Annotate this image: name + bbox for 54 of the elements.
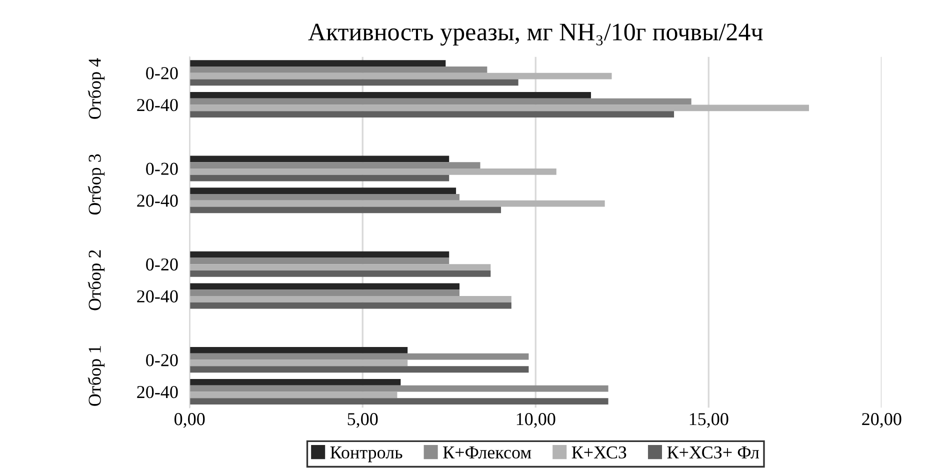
y-tick-label: 20-40: [137, 386, 178, 398]
bar: [190, 206, 502, 214]
text: Отбор 3: [88, 154, 105, 215]
bar: [190, 270, 491, 277]
bar: [190, 104, 809, 112]
bar: [190, 156, 450, 162]
y-tick-label: 20-40: [137, 194, 178, 207]
x-tick-label: 20,00: [862, 413, 902, 428]
bar: [190, 92, 591, 98]
bar: [190, 168, 556, 175]
bar: [190, 360, 408, 366]
bar: [190, 353, 529, 360]
text: Отбор 2: [88, 250, 105, 310]
legend-label: Контроль: [330, 446, 402, 462]
bar: [190, 378, 401, 386]
chart-title: Активность уреазы, мг NH₃/10г почвы/24ч: [308, 24, 763, 46]
bar: [190, 283, 460, 290]
bar: [190, 162, 480, 168]
bar: [190, 385, 608, 392]
y-tick-label: 0-20: [146, 162, 178, 175]
bar: [190, 111, 674, 118]
bar: [190, 347, 408, 354]
text: Отбор 1: [88, 346, 105, 406]
bar: [190, 302, 512, 309]
y-tick-label: 0-20: [146, 258, 178, 271]
bar: [190, 72, 612, 80]
x-tick-label: 0,00: [174, 413, 205, 428]
x-tick-label: 15,00: [690, 413, 728, 428]
legend-label: К+Флексом: [443, 446, 532, 459]
bar: [190, 66, 488, 73]
bar: [190, 174, 450, 182]
bar: [190, 188, 456, 194]
bar: [190, 251, 450, 258]
text: Отбор 4: [88, 58, 105, 119]
bar: [190, 79, 518, 86]
bar: [190, 264, 491, 271]
y-tick-label: 0-20: [146, 354, 178, 366]
y-tick-label: 0-20: [146, 67, 178, 80]
bar: [190, 290, 460, 296]
bar: [190, 366, 529, 373]
y-tick-label: 20-40: [137, 98, 178, 112]
bar: [190, 98, 692, 105]
bar: [190, 60, 446, 66]
bar: [190, 194, 460, 200]
x-tick-label: 10,00: [516, 413, 556, 428]
bar: [190, 392, 398, 398]
bar: [190, 258, 450, 264]
bar: [190, 296, 512, 302]
bar: [190, 398, 608, 404]
legend-label: К+ХСЗ+ Фл: [667, 446, 760, 459]
x-tick-label: 5,00: [348, 413, 378, 428]
legend-label: К+ХСЗ: [572, 446, 626, 459]
bar: [190, 200, 605, 207]
y-tick-label: 20-40: [137, 290, 178, 302]
